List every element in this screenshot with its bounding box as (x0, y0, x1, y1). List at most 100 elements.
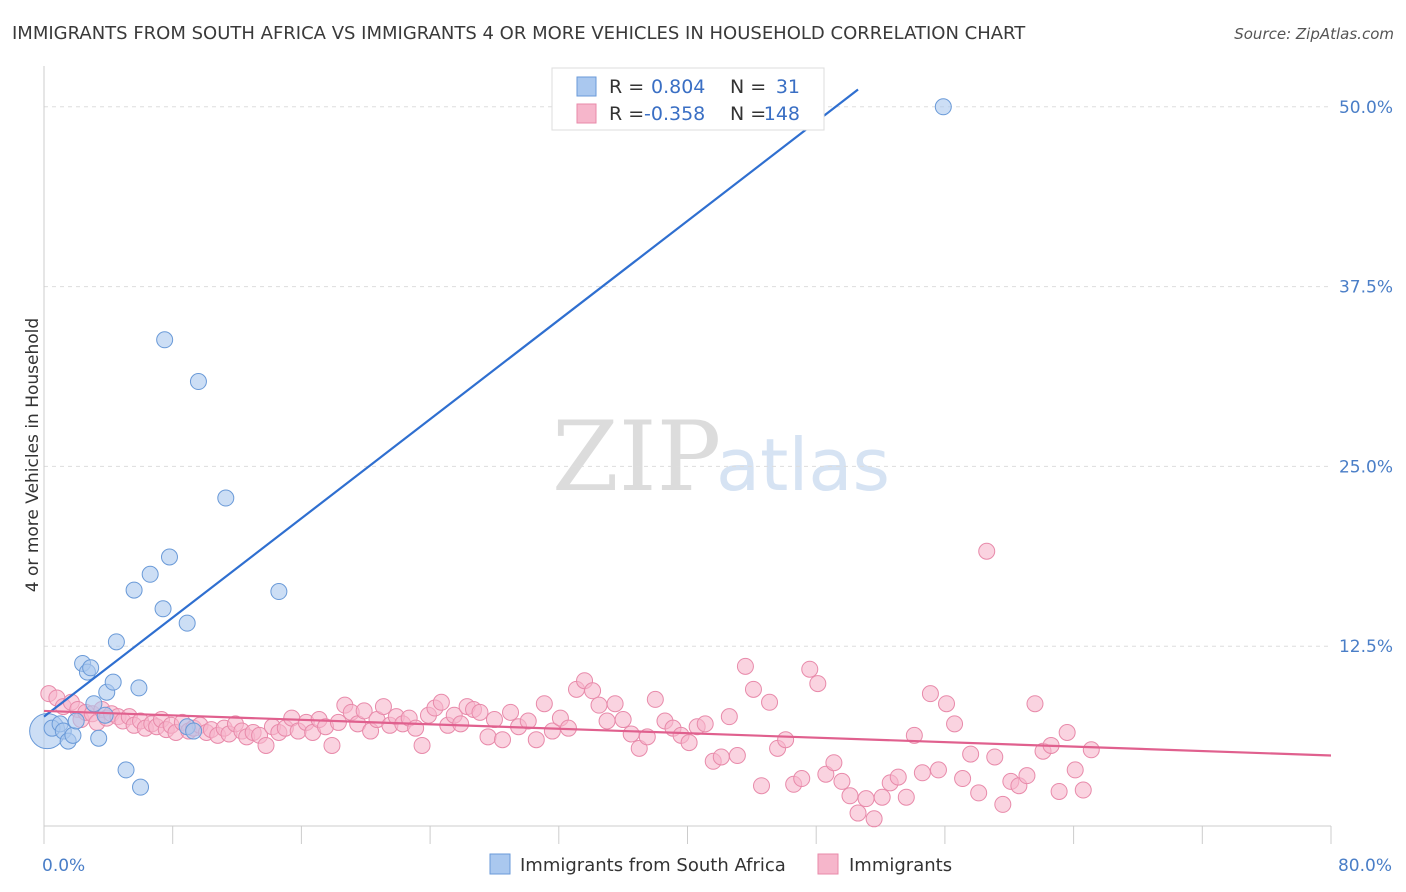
point-immigrants (913, 764, 931, 782)
point-immigrants (590, 696, 608, 714)
bottom-legend: Immigrants from South Africa Immigrants (489, 853, 952, 876)
point-immigrants (720, 708, 738, 726)
point-immigrants (809, 675, 827, 693)
point-immigrants (865, 810, 883, 828)
point-south-africa (117, 761, 135, 779)
series-immigrants-points (40, 542, 1100, 828)
watermark-atlas: atlas (716, 423, 890, 507)
point-immigrants (646, 690, 664, 708)
bottom-legend-swatch-pink (817, 853, 839, 875)
legend-swatch-pink (576, 103, 597, 124)
point-south-africa (96, 706, 114, 724)
watermark: ZIP atlas (552, 401, 890, 513)
legend-r-label-1: R = (609, 76, 644, 98)
point-immigrants (857, 790, 875, 808)
point-south-africa (104, 673, 122, 691)
point-immigrants (825, 754, 843, 772)
point-immigrants (479, 728, 497, 746)
point-immigrants (954, 770, 972, 788)
point-immigrants (413, 736, 431, 754)
point-south-africa (154, 600, 172, 618)
point-immigrants (598, 712, 616, 730)
point-immigrants (938, 695, 956, 713)
point-immigrants (833, 772, 851, 790)
grid-lines (44, 106, 1331, 647)
point-south-africa (67, 712, 85, 730)
point-immigrants (452, 715, 470, 733)
watermark-zip: ZIP (552, 401, 721, 513)
y-tick-label: 37.5% (1339, 278, 1393, 298)
point-immigrants (744, 680, 762, 698)
point-south-africa (178, 614, 196, 632)
point-immigrants (728, 747, 746, 765)
point-south-africa (90, 729, 108, 747)
point-immigrants (1066, 761, 1084, 779)
legend-r-value-1: 0.804 (651, 76, 705, 98)
point-immigrants (1058, 724, 1076, 741)
point-immigrants (761, 693, 779, 711)
point-south-africa (82, 659, 100, 677)
point-immigrants (753, 777, 771, 795)
point-immigrants (622, 725, 640, 743)
point-immigrants (793, 770, 811, 788)
point-south-africa (270, 583, 288, 601)
point-immigrants (970, 784, 988, 802)
bottom-legend-label-south-africa: Immigrants from South Africa (520, 855, 786, 876)
point-immigrants (614, 711, 632, 729)
legend-n-label-2: N = (730, 103, 766, 125)
bottom-legend-swatch-blue (489, 853, 511, 875)
point-immigrants (374, 698, 392, 716)
point-south-africa (160, 548, 178, 566)
y-axis-label: 4 or more Vehicles in Household (23, 318, 43, 592)
point-immigrants (535, 695, 553, 713)
legend-r-value-2: -0.358 (644, 103, 705, 125)
point-immigrants (527, 731, 545, 749)
point-immigrants (432, 693, 450, 711)
point-immigrants (680, 734, 698, 752)
point-south-africa (185, 722, 203, 740)
trend-line-immigrants (43, 709, 1332, 757)
point-immigrants (994, 795, 1012, 813)
point-immigrants (630, 739, 648, 757)
point-immigrants (986, 748, 1004, 766)
point-immigrants (606, 695, 624, 713)
point-immigrants (493, 731, 511, 749)
point-immigrants (873, 788, 891, 806)
point-immigrants (801, 660, 819, 678)
y-tick-label: 50.0% (1339, 98, 1393, 118)
point-immigrants (696, 715, 714, 733)
series-south-africa-points (29, 98, 952, 796)
point-immigrants (929, 761, 947, 779)
legend-n-value-2: 148 (764, 103, 800, 125)
point-immigrants (946, 715, 964, 733)
point-immigrants (1018, 767, 1036, 785)
x-tick-labels: 0.0% 80.0% (42, 856, 1392, 876)
point-immigrants (841, 787, 859, 805)
point-immigrants (777, 731, 795, 749)
point-immigrants (502, 703, 520, 721)
bottom-legend-label-immigrants: Immigrants (849, 855, 952, 876)
point-immigrants (897, 788, 915, 806)
point-south-africa (189, 373, 207, 391)
point-south-africa (125, 581, 143, 599)
point-immigrants (1074, 781, 1092, 799)
point-south-africa (130, 679, 148, 697)
point-south-africa (107, 633, 125, 651)
point-immigrants (849, 804, 867, 822)
point-immigrants (889, 768, 907, 786)
point-immigrants (921, 685, 939, 703)
point-south-africa (934, 98, 952, 116)
legend-r-label-2: R = (609, 103, 644, 125)
trend-lines (43, 88, 1332, 757)
point-immigrants (257, 736, 275, 754)
point-immigrants (471, 703, 489, 721)
point-south-africa (141, 565, 159, 583)
y-tick-labels: 12.5% 25.0% 37.5% 50.0% (1339, 98, 1393, 657)
point-south-africa (156, 331, 174, 349)
chart-source: Source: ZipAtlas.com (1234, 25, 1394, 43)
point-immigrants (736, 657, 754, 675)
x-tick-label: 80.0% (1338, 856, 1392, 876)
point-immigrants (584, 682, 602, 700)
point-immigrants (1082, 741, 1100, 759)
legend-box: R = 0.804 N = 31 R = -0.358 N = 148 (551, 67, 825, 131)
